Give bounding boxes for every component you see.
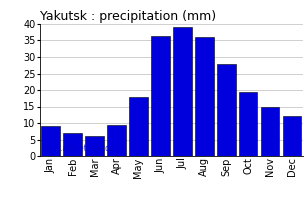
Bar: [195, 37, 214, 156]
Bar: [283, 116, 301, 156]
Bar: [239, 92, 257, 156]
Bar: [41, 126, 60, 156]
Bar: [261, 106, 279, 156]
Text: Yakutsk : precipitation (mm): Yakutsk : precipitation (mm): [40, 10, 216, 23]
Bar: [151, 36, 170, 156]
Text: www.allmetsat.com: www.allmetsat.com: [43, 144, 118, 153]
Bar: [129, 97, 148, 156]
Bar: [85, 136, 104, 156]
Bar: [107, 125, 126, 156]
Bar: [217, 64, 236, 156]
Bar: [63, 133, 82, 156]
Bar: [173, 27, 192, 156]
